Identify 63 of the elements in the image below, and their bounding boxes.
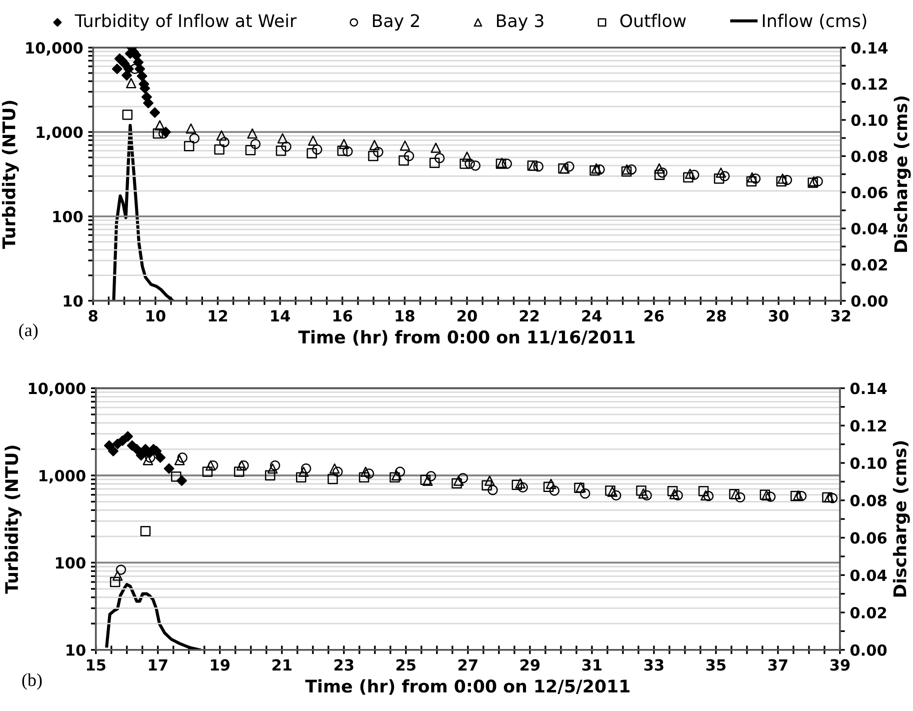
x-tick-label: 37 (768, 659, 788, 671)
y2-axis-title: Discharge (cms) (894, 96, 911, 252)
y-tick-label: 10 (66, 644, 86, 656)
y2-axis-title: Discharge (cms) (892, 441, 910, 597)
x-tick-label: 30 (768, 310, 788, 322)
x-tick-label: 22 (520, 310, 539, 322)
y-tick-label: 1,000 (36, 126, 83, 140)
x-tick-label: 26 (644, 310, 664, 322)
y-tick-label: 10,000 (26, 42, 83, 56)
x-tick-label: 17 (148, 659, 168, 670)
x-tick-label: 15 (86, 659, 106, 671)
y2-tick-label: 0.02 (850, 606, 886, 618)
y2-tick-label: 0.12 (850, 420, 886, 432)
y2-tick-label: 0.08 (850, 494, 886, 506)
text: (b) (22, 673, 42, 690)
text: (a) (19, 324, 38, 340)
x-tick-label: 25 (396, 659, 416, 671)
x-tick-label: 19 (210, 659, 230, 671)
x-axis-title: Time (hr) from 0:00 on 11/16/2011 (298, 330, 635, 346)
x-tick-label: 32 (831, 310, 850, 322)
legend-label: Inflow (cms) (762, 14, 866, 30)
x-tick-label: 14 (271, 310, 290, 322)
y-tick-label: 100 (56, 557, 86, 569)
x-axis-title: Time (hr) from 0:00 on 12/5/2011 (305, 679, 630, 695)
x-tick-label: 28 (706, 310, 726, 322)
legend-label: Bay 3 (497, 14, 544, 31)
x-tick-label: 29 (520, 659, 540, 671)
x-tick-label: 33 (644, 659, 664, 671)
y2-tick-label: 0.06 (850, 532, 887, 544)
y2-tick-label: 0.08 (851, 150, 888, 162)
x-tick-label: 31 (582, 659, 602, 671)
y2-tick-label: 0.00 (850, 644, 887, 656)
legend-label: Turbidity of Inflow at Weir (74, 14, 297, 31)
y2-tick-label: 0.10 (851, 114, 888, 126)
x-tick-label: 35 (706, 659, 726, 671)
x-tick-label: 20 (458, 310, 477, 322)
y2-tick-label: 0.04 (850, 570, 887, 582)
x-tick-label: 18 (396, 310, 414, 322)
x-tick-label: 23 (334, 659, 354, 671)
y2-tick-label: 0.14 (850, 382, 887, 394)
y-axis-title: Turbidity (NTU) (2, 100, 19, 249)
y2-tick-label: 0.00 (851, 295, 888, 307)
x-tick-label: 8 (88, 310, 98, 322)
x-tick-label: 24 (582, 310, 602, 322)
y-tick-label: 10,000 (28, 382, 86, 396)
y2-tick-label: 0.06 (851, 186, 888, 198)
x-tick-label: 12 (208, 310, 228, 322)
y2-tick-label: 0.14 (851, 42, 888, 54)
x-tick-label: 21 (272, 659, 292, 670)
y-tick-label: 1,000 (40, 470, 86, 484)
legend-label: Outflow (620, 14, 686, 28)
x-tick-label: 10 (146, 310, 166, 322)
x-tick-label: 39 (830, 659, 850, 671)
x-tick-label: 16 (333, 310, 352, 322)
y2-tick-label: 0.04 (851, 222, 888, 234)
x-tick-label: 27 (458, 659, 478, 670)
y-tick-label: 10 (64, 295, 83, 307)
y2-tick-label: 0.02 (851, 259, 887, 271)
y-tick-label: 100 (53, 210, 83, 222)
legend-label: Bay 2 (372, 14, 419, 31)
y2-tick-label: 0.10 (850, 457, 887, 469)
y2-tick-label: 0.12 (851, 78, 887, 90)
y-axis-title: Turbidity (NTU) (4, 446, 22, 594)
